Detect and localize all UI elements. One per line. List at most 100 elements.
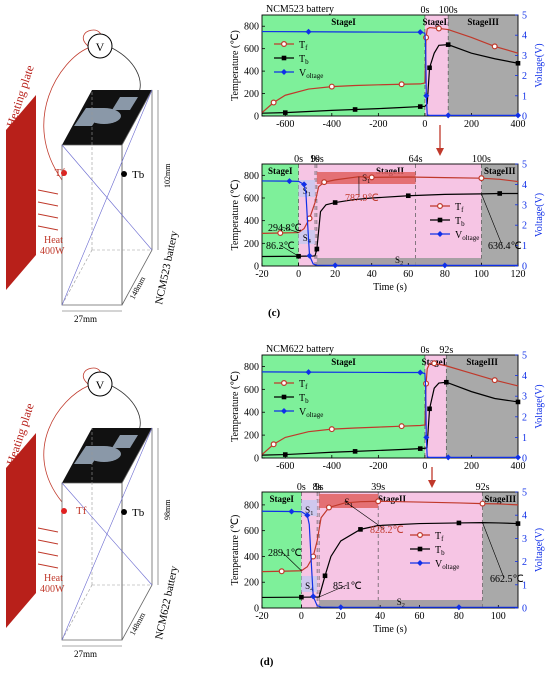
series-line-tb — [261, 44, 519, 114]
x-tick-label: -400 — [323, 461, 341, 472]
y-tick-label: 200 — [244, 89, 259, 100]
y-tick-label: 200 — [244, 578, 259, 589]
tb-label-d: Tb — [132, 507, 145, 519]
x-tick-label: -400 — [323, 119, 341, 130]
stage-label: StageII — [376, 166, 404, 176]
y-tick-label: 200 — [244, 431, 259, 442]
stage-region — [262, 15, 425, 116]
legend-marker — [281, 380, 288, 387]
y2-tick-label: 5 — [522, 11, 527, 22]
series-line-tb — [261, 381, 519, 456]
data-point — [375, 498, 382, 505]
annotation-label: 86.2℃ — [266, 241, 295, 252]
subrange-bar — [319, 600, 483, 608]
data-point — [515, 399, 521, 405]
y2-tick-label: 0 — [522, 112, 527, 123]
data-point — [427, 65, 432, 71]
annotation-arrow — [481, 193, 503, 246]
data-point — [301, 181, 308, 188]
data-point — [352, 449, 358, 454]
stage-region — [424, 355, 447, 458]
x-tick-label: 200 — [464, 461, 479, 472]
y-tick-label: 400 — [244, 67, 259, 78]
annotation-arrow — [482, 522, 505, 579]
subrange-bar — [316, 258, 482, 266]
terminal-right-d — [112, 435, 138, 448]
y2-tick-label: 3 — [522, 534, 527, 545]
heat-arrows-c — [37, 189, 59, 231]
time-mark-label: 92s — [439, 345, 453, 356]
width-label-d: 27mm — [74, 649, 97, 659]
terminal-right-c — [112, 97, 138, 110]
chart-d-bottom: StageIStageIIStageIII0s8s9s39s92sS1S1S4S… — [230, 482, 545, 635]
data-point — [299, 594, 304, 600]
annotation-arrow — [318, 584, 348, 598]
data-point — [497, 191, 503, 196]
subrange-bar — [319, 494, 379, 508]
data-point — [321, 179, 328, 186]
x-tick-label: 120 — [511, 269, 526, 280]
data-point — [282, 110, 288, 115]
series-line-voltage — [261, 371, 518, 458]
plot-frame — [261, 491, 519, 609]
data-point — [417, 369, 424, 376]
annotation-label: 787.9℃ — [345, 193, 379, 204]
heating-plate-d — [6, 433, 36, 628]
power-label-c: 400W — [40, 246, 65, 257]
y2-tick-label: 2 — [522, 71, 527, 82]
plot-frame — [261, 354, 519, 459]
annotation-arrow — [344, 501, 385, 530]
subrange-label: S4 — [305, 581, 314, 593]
chart-c-top: StageI StageII StageIII 0s 100s -600 -400 -200 0… — [230, 4, 545, 130]
data-point — [515, 454, 521, 461]
legend-label: Tf — [455, 202, 464, 214]
annotation-label: 85.1℃ — [333, 581, 362, 592]
data-point — [278, 568, 285, 575]
data-point — [282, 452, 288, 457]
data-point — [427, 406, 432, 412]
data-point — [423, 434, 430, 441]
power-label-d: 400W — [40, 584, 65, 595]
data-point — [332, 200, 338, 205]
data-point — [305, 369, 312, 376]
legend-label: Tf — [435, 531, 444, 543]
time-mark-label: 0s — [420, 345, 429, 356]
y2-tick-label: 5 — [522, 160, 527, 171]
subrange-label: S4 — [303, 233, 312, 245]
data-point — [352, 107, 358, 112]
x-tick-label: -20 — [255, 269, 268, 280]
y2-axis-label: Voltage(V) — [534, 384, 545, 428]
data-point — [277, 230, 284, 237]
time-mark-label: 39s — [371, 482, 385, 493]
y-tick-label: 800 — [244, 171, 259, 182]
stage-label: StageI — [269, 494, 294, 504]
x-tick-label: 80 — [454, 611, 464, 622]
series-line-tf — [261, 176, 519, 234]
tf-point-c — [61, 170, 67, 176]
stage-label: StageIII — [466, 357, 498, 367]
data-point — [270, 441, 277, 448]
heat-arrows-d — [37, 527, 59, 569]
data-point — [306, 252, 313, 259]
y2-tick-label: 0 — [522, 454, 527, 465]
series-line-voltage — [261, 180, 518, 266]
y2-tick-label: 1 — [522, 580, 527, 591]
y2-tick-label: 3 — [522, 392, 527, 403]
legend-marker — [281, 408, 287, 414]
y-tick-label: 600 — [244, 44, 259, 55]
time-mark-label: 0s — [420, 5, 429, 16]
x-axis-label: Time (s) — [373, 282, 407, 293]
x-tick-label: -200 — [369, 119, 387, 130]
height-label-d: 98mm — [163, 499, 172, 520]
chart-d-top: StageIStageIIStageIII0s92s-600-400-20002… — [230, 344, 545, 472]
data-point — [478, 175, 485, 182]
time-mark-label: 9s — [315, 482, 324, 493]
y2-tick-label: 4 — [522, 31, 527, 42]
data-point — [455, 604, 462, 611]
data-point — [328, 426, 335, 433]
time-mark-label: 8s — [313, 482, 322, 493]
x-tick-label: -200 — [369, 461, 387, 472]
data-point — [491, 377, 498, 384]
data-point — [405, 193, 411, 199]
